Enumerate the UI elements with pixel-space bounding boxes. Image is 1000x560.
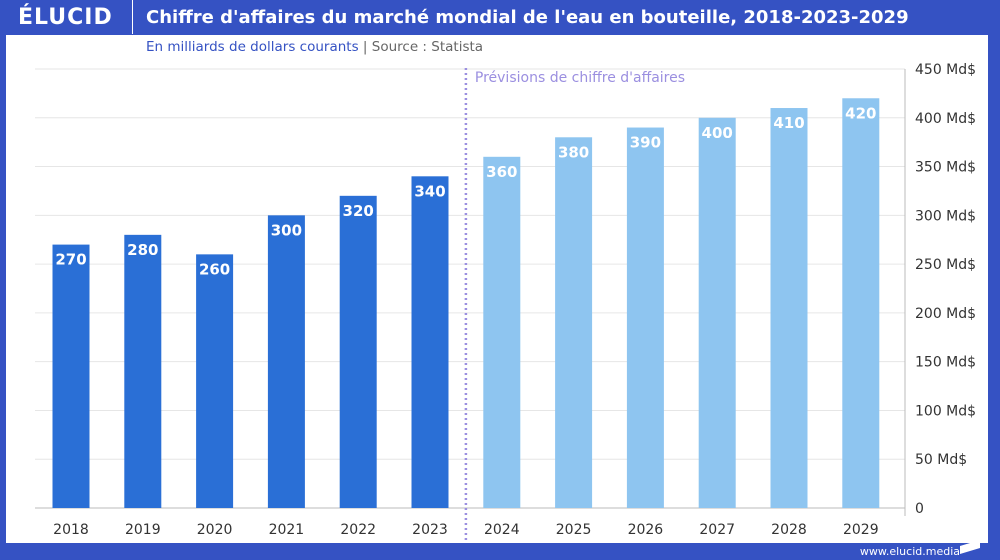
- subtitle: En milliards de dollars courants | Sourc…: [146, 39, 483, 55]
- y-tick-label: 200 Md$: [915, 306, 976, 322]
- data-label: 280: [127, 241, 158, 259]
- header-divider: [132, 0, 133, 34]
- bar-2023: [411, 176, 449, 509]
- elucid-flag-icon: [960, 540, 980, 554]
- bar-2020: [196, 254, 234, 508]
- chart-title: Chiffre d'affaires du marché mondial de …: [146, 7, 909, 28]
- x-tick-label: 2018: [53, 522, 89, 538]
- data-label: 380: [558, 143, 589, 161]
- x-tick-label: 2029: [843, 522, 879, 538]
- x-tick-label: 2028: [771, 522, 807, 538]
- data-label: 260: [199, 260, 230, 278]
- x-tick-label: 2019: [125, 522, 161, 538]
- data-label: 270: [55, 251, 86, 269]
- bar-2019: [124, 234, 162, 508]
- y-tick-label: 150 Md$: [915, 355, 976, 371]
- x-tick-label: 2027: [699, 522, 735, 538]
- logo: ÉLUCID: [18, 5, 113, 30]
- bar-2028: [770, 108, 808, 509]
- data-label: 410: [773, 114, 804, 132]
- bar-2026: [626, 127, 664, 509]
- x-tick-label: 2020: [197, 522, 233, 538]
- data-label: 360: [486, 163, 517, 181]
- bar-2018: [52, 244, 90, 508]
- bar-2024: [483, 156, 521, 509]
- y-tick-label: 300 Md$: [915, 208, 976, 224]
- source-label: Source : Statista: [371, 39, 484, 55]
- x-tick-label: 2025: [556, 522, 592, 538]
- bar-2025: [555, 137, 593, 509]
- y-tick-label: 450 Md$: [915, 62, 976, 78]
- x-tick-label: 2023: [412, 522, 448, 538]
- bar-2022: [339, 195, 377, 509]
- footer-url[interactable]: www.elucid.media: [859, 545, 960, 558]
- y-tick-label: 50 Md$: [915, 452, 967, 468]
- bar-2027: [698, 117, 736, 509]
- separator: |: [362, 39, 368, 55]
- y-tick-label: 250 Md$: [915, 257, 976, 273]
- y-tick-label: 350 Md$: [915, 160, 976, 176]
- unit-label: En milliards de dollars courants: [146, 39, 359, 55]
- y-tick-label: 100 Md$: [915, 403, 976, 419]
- data-label: 340: [414, 182, 445, 200]
- y-tick-label: 400 Md$: [915, 111, 976, 127]
- x-tick-label: 2026: [628, 522, 664, 538]
- x-tick-label: 2021: [269, 522, 305, 538]
- y-tick-label: 0: [915, 501, 924, 517]
- bar-2021: [267, 215, 305, 509]
- bar-2029: [842, 98, 880, 509]
- data-label: 300: [271, 221, 302, 239]
- data-label: 320: [343, 202, 374, 220]
- data-label: 420: [845, 104, 876, 122]
- data-label: 400: [702, 124, 733, 142]
- x-tick-label: 2024: [484, 522, 520, 538]
- data-label: 390: [630, 134, 661, 152]
- x-tick-label: 2022: [340, 522, 376, 538]
- forecast-annotation: Prévisions de chiffre d'affaires: [475, 70, 685, 86]
